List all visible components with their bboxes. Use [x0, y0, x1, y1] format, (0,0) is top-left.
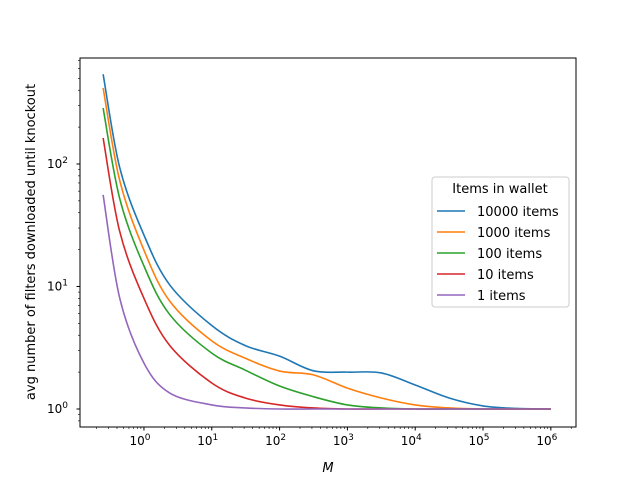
y-tick-label: 100	[47, 401, 68, 416]
x-tick-label: 105	[469, 433, 490, 448]
legend-label: 1000 items	[477, 226, 551, 241]
x-tick-label: 102	[265, 433, 286, 448]
y-tick-label: 102	[47, 156, 68, 171]
x-tick-label: 100	[129, 433, 150, 448]
x-tick-label: 104	[401, 433, 422, 448]
x-axis-label: M	[322, 461, 333, 476]
legend-label: 10 items	[477, 268, 534, 283]
legend-label: 100 items	[477, 247, 542, 262]
legend-title: Items in wallet	[452, 182, 547, 197]
y-axis-label: avg number of filters downloaded until k…	[24, 84, 39, 400]
legend-label: 1 items	[477, 289, 526, 304]
legend-label: 10000 items	[477, 205, 559, 220]
legend: Items in wallet 10000 items 1000 items 100…	[431, 176, 570, 308]
plot-frame	[79, 57, 577, 428]
y-tick-label: 101	[47, 278, 68, 293]
x-tick-label: 101	[197, 433, 218, 448]
x-tick-label: 106	[536, 433, 557, 448]
legend-box	[431, 176, 570, 308]
x-tick-label: 103	[333, 433, 354, 448]
series-line-0	[102, 74, 551, 410]
series-line-4	[102, 194, 551, 410]
axis-ticks: 100 101 102 103 104 105 106 100 101 102	[47, 60, 572, 448]
series-lines	[102, 74, 551, 410]
